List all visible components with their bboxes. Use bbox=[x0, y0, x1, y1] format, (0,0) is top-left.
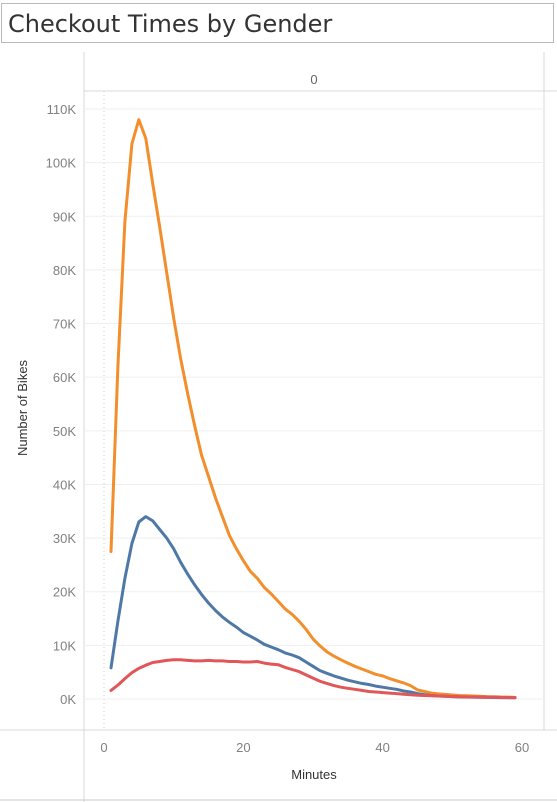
gridlines bbox=[84, 108, 544, 700]
x-tick-label: 0 bbox=[100, 740, 107, 755]
x-axis-title: Minutes bbox=[291, 767, 337, 782]
y-tick-label: 30K bbox=[53, 531, 76, 546]
y-tick-label: 70K bbox=[53, 317, 76, 332]
y-tick-label: 20K bbox=[53, 585, 76, 600]
y-tick-label: 90K bbox=[53, 209, 76, 224]
x-axis-ticks: 0 20 40 60 bbox=[100, 740, 529, 755]
series-lines bbox=[109, 118, 517, 700]
x-tick-label: 60 bbox=[515, 740, 529, 755]
chart-title: Checkout Times by Gender bbox=[8, 10, 333, 38]
series-line-2 bbox=[109, 515, 517, 700]
y-tick-label: 50K bbox=[53, 424, 76, 439]
y-tick-label: 80K bbox=[53, 263, 76, 278]
y-axis-ticks: 0K 10K 20K 30K 40K 50K 60K 70K 80K 90K 100K 110K bbox=[46, 102, 77, 707]
series-line-1 bbox=[109, 118, 517, 699]
y-axis-title: Number of Bikes bbox=[15, 359, 30, 456]
y-tick-label: 0K bbox=[60, 692, 76, 707]
y-tick-label: 40K bbox=[53, 477, 76, 492]
y-tick-label: 10K bbox=[53, 638, 76, 653]
y-tick-label: 110K bbox=[47, 102, 77, 117]
chart-title-box: Checkout Times by Gender bbox=[1, 3, 554, 43]
series-line-3 bbox=[109, 658, 517, 700]
column-header-label: 0 bbox=[310, 72, 317, 87]
y-tick-label: 60K bbox=[53, 370, 76, 385]
y-tick-label: 100K bbox=[46, 156, 77, 171]
x-tick-label: 20 bbox=[236, 740, 250, 755]
x-tick-label: 40 bbox=[375, 740, 389, 755]
